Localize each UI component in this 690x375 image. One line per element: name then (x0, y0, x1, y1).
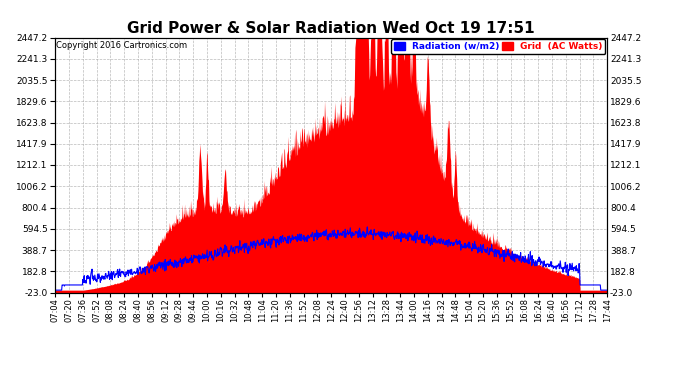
Title: Grid Power & Solar Radiation Wed Oct 19 17:51: Grid Power & Solar Radiation Wed Oct 19 … (128, 21, 535, 36)
Legend: Radiation (w/m2), Grid  (AC Watts): Radiation (w/m2), Grid (AC Watts) (391, 39, 605, 54)
Text: Copyright 2016 Cartronics.com: Copyright 2016 Cartronics.com (57, 41, 188, 50)
